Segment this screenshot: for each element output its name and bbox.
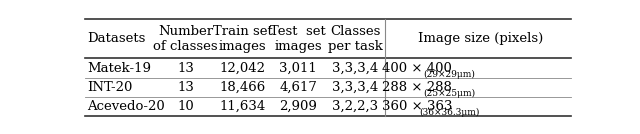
Text: 288 × 288: 288 × 288: [382, 81, 452, 94]
Text: 10: 10: [177, 100, 194, 113]
Text: Matek-19: Matek-19: [88, 62, 152, 75]
Text: 4,617: 4,617: [279, 81, 317, 94]
Text: 13: 13: [177, 62, 194, 75]
Text: (29×29μm): (29×29μm): [424, 70, 476, 79]
Text: Train set
images: Train set images: [212, 25, 272, 53]
Text: 3,3,3,4: 3,3,3,4: [332, 62, 378, 75]
Text: 11,634: 11,634: [220, 100, 266, 113]
Text: 3,011: 3,011: [280, 62, 317, 75]
Text: 18,466: 18,466: [220, 81, 266, 94]
Text: (36×36.3μm): (36×36.3μm): [419, 108, 480, 117]
Text: Classes
per task: Classes per task: [328, 25, 383, 53]
Text: (25×25μm): (25×25μm): [424, 89, 476, 98]
Text: Number
of classes: Number of classes: [153, 25, 218, 53]
Text: 3,2,2,3: 3,2,2,3: [332, 100, 378, 113]
Text: 400 × 400: 400 × 400: [382, 62, 452, 75]
Text: 12,042: 12,042: [220, 62, 266, 75]
Text: INT-20: INT-20: [88, 81, 133, 94]
Text: 360 × 363: 360 × 363: [382, 100, 452, 113]
Text: 2,909: 2,909: [279, 100, 317, 113]
Text: 13: 13: [177, 81, 194, 94]
Text: Datasets: Datasets: [88, 32, 146, 45]
Text: Test  set
images: Test set images: [270, 25, 326, 53]
Text: Image size (pixels): Image size (pixels): [418, 32, 543, 45]
Text: Acevedo-20: Acevedo-20: [88, 100, 165, 113]
Text: 3,3,3,4: 3,3,3,4: [332, 81, 378, 94]
